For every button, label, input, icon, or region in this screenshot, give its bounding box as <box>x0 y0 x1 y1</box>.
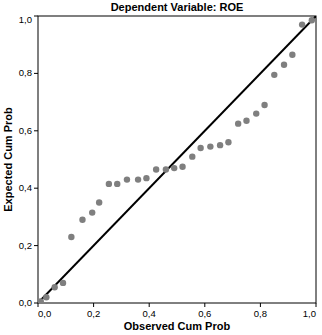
point <box>114 181 120 187</box>
point <box>106 181 112 187</box>
point <box>68 234 74 240</box>
y-axis-label: Expected Cum Prob <box>2 107 14 212</box>
point <box>179 163 185 169</box>
x-tick <box>204 303 205 307</box>
point <box>43 294 49 300</box>
point <box>235 120 241 126</box>
x-tick <box>149 303 150 307</box>
x-tick-label: 0,4 <box>143 308 156 319</box>
point <box>225 139 231 145</box>
point <box>189 153 195 159</box>
point <box>207 143 213 149</box>
point <box>124 176 130 182</box>
point <box>60 280 66 286</box>
x-tick-label: 0,8 <box>254 308 267 319</box>
y-tick <box>34 245 38 246</box>
y-tick-label: 1,0 <box>19 14 32 25</box>
y-tick-label: 0,0 <box>19 297 32 308</box>
point <box>197 145 203 151</box>
x-tick <box>316 303 317 307</box>
point <box>89 209 95 215</box>
point <box>38 298 44 303</box>
x-tick-label: 0,2 <box>87 308 100 319</box>
point <box>171 165 177 171</box>
point <box>135 176 141 182</box>
point <box>96 199 102 205</box>
y-tick-label: 0,8 <box>19 67 32 78</box>
point <box>253 110 259 116</box>
y-tick <box>34 130 38 131</box>
plot-area <box>38 16 316 303</box>
title: Dependent Variable: ROE <box>111 1 244 13</box>
point <box>309 17 315 23</box>
x-axis-label: Observed Cum Prob <box>124 320 231 332</box>
chart: Dependent Variable: ROE 0,0 0,2 0,4 0,6 0,8 1,… <box>0 0 322 335</box>
point <box>281 62 287 68</box>
point <box>163 166 169 172</box>
x-tick <box>93 303 94 307</box>
y-tick <box>34 73 38 74</box>
point <box>217 142 223 148</box>
y-tick-label: 0,4 <box>19 182 32 193</box>
reference-line <box>38 16 316 303</box>
x-tick-label: 0,6 <box>198 308 211 319</box>
plot-frame <box>38 16 316 303</box>
x-tick-label: 1,0 <box>303 308 316 319</box>
y-tick-label: 0,6 <box>19 125 32 136</box>
x-tick <box>260 303 261 307</box>
point <box>51 284 57 290</box>
point <box>79 217 85 223</box>
point <box>153 166 159 172</box>
point <box>289 52 295 58</box>
point <box>243 118 249 124</box>
x-tick <box>38 303 39 307</box>
x-tick-label: 0,0 <box>38 308 51 319</box>
y-tick <box>34 16 38 17</box>
y-tick-label: 0,2 <box>19 240 32 251</box>
point <box>299 21 305 27</box>
point <box>143 175 149 181</box>
point <box>261 102 267 108</box>
y-tick <box>34 303 38 304</box>
point <box>271 72 277 78</box>
y-tick <box>34 188 38 189</box>
